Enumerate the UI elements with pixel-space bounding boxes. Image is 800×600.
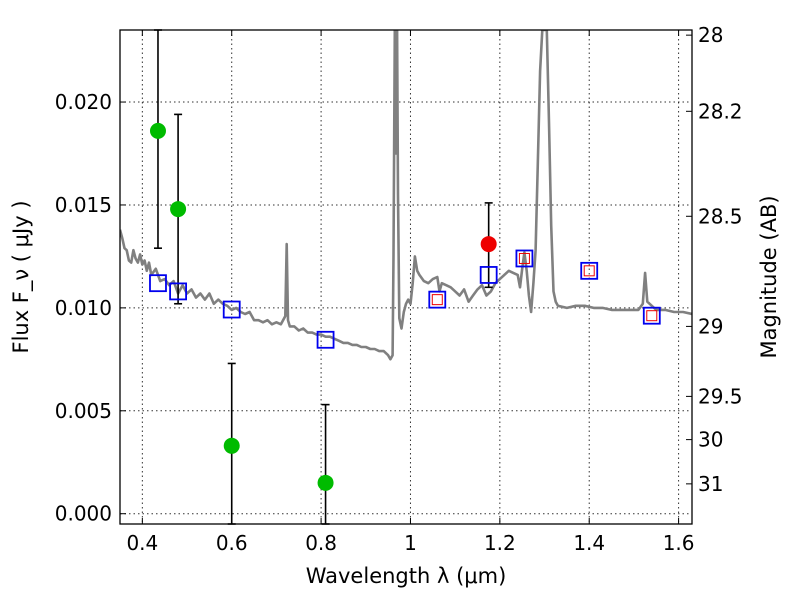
model-band-marker	[642, 306, 661, 325]
right-axis-label: Magnitude (AB)	[757, 195, 781, 358]
optical-detection-point	[317, 474, 334, 491]
model-band-marker	[316, 330, 335, 349]
right-tick-label: 28	[698, 23, 723, 47]
right-tick-label: 30	[698, 428, 723, 452]
model-band-marker	[149, 274, 167, 293]
model-band-marker	[169, 282, 187, 301]
markers	[149, 122, 661, 491]
observed-flux-marker	[646, 310, 658, 322]
plot-background	[120, 30, 692, 524]
x-tick-label: 0.4	[126, 531, 158, 555]
x-tick-label: 0.6	[216, 531, 248, 555]
y-tick-label: 0.010	[55, 296, 112, 320]
x-tick-label: 1	[404, 531, 417, 555]
y-axis-ticks: 0.000 0.005 0.010 0.015 0.020	[55, 90, 126, 526]
plot-area	[120, 30, 692, 361]
right-tick-label: 31	[698, 472, 723, 496]
right-tick-label: 29.5	[698, 384, 743, 408]
x-tick-label: 1.4	[573, 531, 605, 555]
x-axis-ticks: 0.4 0.6 0.8 1 1.2 1.4 1.6	[126, 30, 695, 555]
plot-frame	[119, 29, 693, 525]
observed-flux-marker	[518, 252, 530, 264]
x-axis-label: Wavelength λ (μm)	[306, 564, 507, 588]
x-tick-label: 1.2	[484, 531, 516, 555]
x-tick-label: 1.6	[663, 531, 695, 555]
model-band-marker	[428, 290, 447, 309]
optical-detection-point	[223, 437, 240, 454]
y-tick-label: 0.020	[55, 90, 112, 114]
model-band-marker	[580, 261, 599, 280]
y-tick-label: 0.015	[55, 193, 112, 217]
observed-flux-marker	[431, 294, 443, 306]
right-tick-label: 28.5	[698, 204, 743, 228]
model-band-marker	[222, 300, 241, 319]
y-tick-label: 0.000	[55, 502, 112, 526]
observed-flux-marker	[583, 265, 595, 277]
right-tick-label: 29	[698, 314, 723, 338]
spectrum-line	[120, 30, 692, 361]
ir-detection-point	[480, 236, 497, 253]
x-tick-label: 0.8	[305, 531, 337, 555]
right-axis-ticks: 28 28.2 28.5 29 29.5 30 31	[686, 23, 743, 496]
y-tick-label: 0.005	[55, 399, 112, 423]
optical-detection-point	[149, 122, 166, 139]
y-axis-label: Flux F_ν ( μJy )	[9, 200, 34, 353]
optical-detection-point	[170, 201, 187, 218]
right-tick-label: 28.2	[698, 99, 743, 123]
model-band-marker	[479, 266, 498, 284]
model-band-marker	[515, 249, 534, 268]
grid	[120, 30, 692, 524]
